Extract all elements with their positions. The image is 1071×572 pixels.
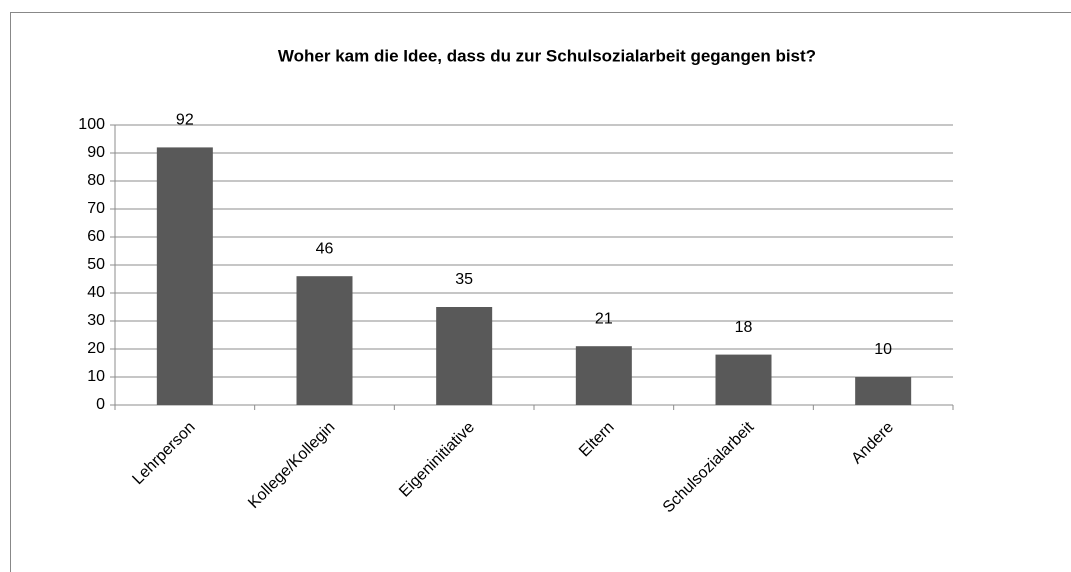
y-tick-label: 100 bbox=[78, 116, 105, 133]
bar bbox=[436, 307, 493, 405]
y-tick-label: 30 bbox=[87, 312, 105, 329]
data-label: 10 bbox=[874, 341, 892, 358]
data-label: 35 bbox=[455, 271, 473, 288]
y-tick-label: 90 bbox=[87, 144, 105, 161]
y-tick-label: 10 bbox=[87, 368, 105, 385]
bar bbox=[296, 276, 353, 405]
bar bbox=[575, 346, 632, 405]
chart-title: Woher kam die Idee, dass du zur Schulsoz… bbox=[278, 46, 816, 65]
data-label: 46 bbox=[316, 240, 334, 257]
y-tick-label: 20 bbox=[87, 340, 105, 357]
y-tick-label: 70 bbox=[87, 200, 105, 217]
data-label: 18 bbox=[735, 319, 753, 336]
bar bbox=[855, 377, 912, 405]
y-tick-label: 0 bbox=[96, 396, 105, 413]
y-tick-label: 50 bbox=[87, 256, 105, 273]
bar bbox=[156, 147, 213, 405]
y-tick-label: 40 bbox=[87, 284, 105, 301]
y-tick-label: 60 bbox=[87, 228, 105, 245]
data-label: 92 bbox=[176, 112, 194, 129]
bar bbox=[715, 354, 772, 405]
y-tick-label: 80 bbox=[87, 172, 105, 189]
data-label: 21 bbox=[595, 310, 613, 327]
